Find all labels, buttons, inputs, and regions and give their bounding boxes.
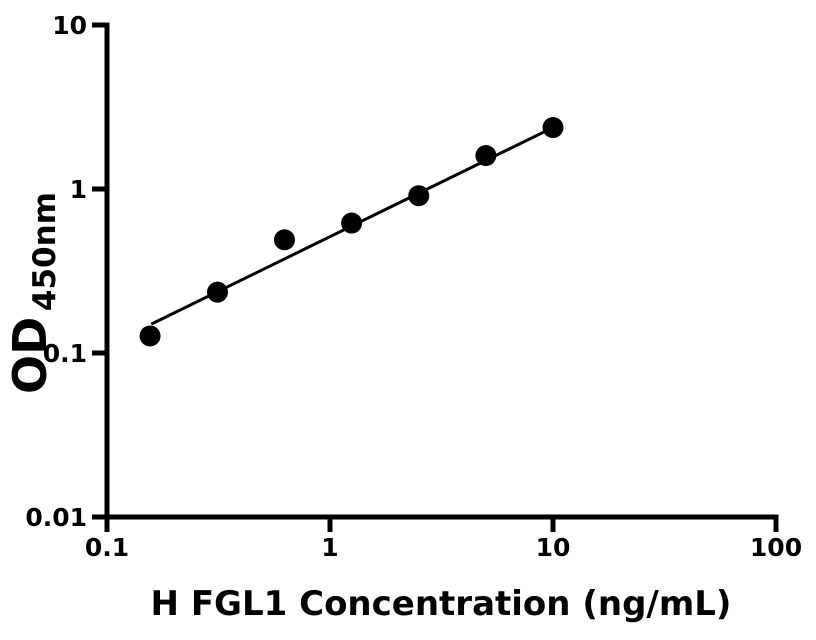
data-point (139, 325, 161, 347)
x-axis-ticks: 0.1 1 10 100 (85, 517, 802, 562)
x-tick-label: 100 (750, 533, 802, 562)
y-tick-label: 1 (70, 175, 87, 204)
data-point (273, 229, 295, 251)
x-tick-label: 0.1 (85, 533, 129, 562)
y-tick-label: 0.1 (43, 339, 87, 368)
y-axis-title-main: OD (3, 317, 57, 394)
y-axis-title-subscript: 450nm (27, 192, 63, 311)
axes (104, 22, 779, 520)
y-tick-label: 10 (52, 11, 87, 40)
data-point (408, 185, 430, 207)
data-point (207, 281, 229, 303)
y-axis-title: OD 450nm (3, 192, 63, 394)
x-tick-label: 1 (321, 533, 338, 562)
data-series (139, 117, 564, 347)
data-point (475, 145, 497, 167)
x-axis-title: H FGL1 Concentration (ng/mL) (151, 584, 732, 624)
x-tick-label: 10 (536, 533, 571, 562)
y-tick-label: 0.01 (25, 503, 87, 532)
data-point (341, 212, 363, 234)
y-axis-ticks: 0.01 0.1 1 10 (25, 11, 107, 532)
data-point (542, 117, 564, 139)
